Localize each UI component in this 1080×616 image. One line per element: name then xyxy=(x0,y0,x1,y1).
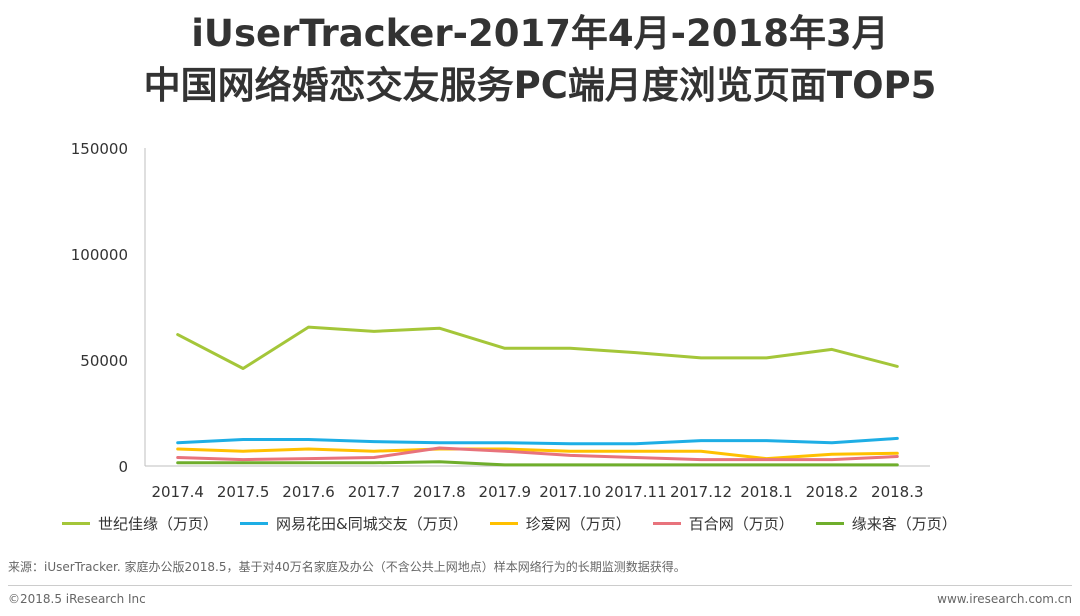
chart-legend: 世纪佳缘（万页） 网易花田&同城交友（万页） 珍爱网（万页） 百合网（万页） 缘来客（万… xyxy=(62,512,1062,534)
x-tick-label: 2017.11 xyxy=(605,483,667,501)
series-line-5 xyxy=(176,460,899,467)
legend-swatch xyxy=(62,521,90,525)
x-tick-label: 2018.1 xyxy=(740,483,793,501)
x-tick-label: 2018.2 xyxy=(806,483,859,501)
chart-title-line1: iUserTracker-2017年4月-2018年3月 xyxy=(191,12,889,55)
x-tick-label: 2017.4 xyxy=(151,483,204,501)
line-chart: 0 50000 100000 150000 2017.4 2017.5 2017.6 2017… xyxy=(71,140,930,501)
y-tick-label: 50000 xyxy=(80,352,128,370)
copyright-text: ©2018.5 iResearch Inc xyxy=(8,592,146,606)
legend-swatch xyxy=(815,521,844,525)
legend-label: 珍爱网（万页） xyxy=(525,514,631,533)
y-tick-label: 0 xyxy=(118,458,128,476)
legend-label: 网易花田&同城交友（万页） xyxy=(276,514,468,533)
legend-item-2: 网易花田&同城交友（万页） xyxy=(240,513,468,534)
legend-label: 百合网（万页） xyxy=(688,514,794,533)
x-tick-label: 2017.10 xyxy=(539,483,601,501)
series-line-1 xyxy=(176,325,899,370)
x-tick-label: 2017.8 xyxy=(413,483,466,501)
legend-label: 缘来客（万页） xyxy=(851,514,957,533)
legend-item-4: 百合网（万页） xyxy=(652,513,794,534)
source-note: 来源：iUserTracker. 家庭办公版2018.5，基于对40万名家庭及办… xyxy=(8,560,686,574)
legend-item-5: 缘来客（万页） xyxy=(815,513,957,534)
legend-swatch xyxy=(652,521,681,525)
x-tick-label: 2017.6 xyxy=(282,483,335,501)
series-line-4 xyxy=(176,446,899,462)
y-tick-label: 100000 xyxy=(71,246,128,264)
x-tick-label: 2017.9 xyxy=(479,483,532,501)
x-tick-label: 2017.12 xyxy=(670,483,732,501)
legend-item-1: 世纪佳缘（万页） xyxy=(62,513,218,534)
y-tick-label: 150000 xyxy=(71,140,128,158)
x-tick-label: 2017.7 xyxy=(348,483,401,501)
legend-swatch xyxy=(240,521,269,525)
chart-title-line2: 中国网络婚恋交友服务PC端月度浏览页面TOP5 xyxy=(143,64,937,107)
series-line-2 xyxy=(176,436,899,446)
legend-label: 世纪佳缘（万页） xyxy=(98,514,219,533)
series-line-3 xyxy=(176,447,899,461)
legend-swatch xyxy=(489,521,518,525)
footer-divider xyxy=(8,585,1072,586)
website-text: www.iresearch.com.cn xyxy=(937,592,1072,606)
legend-item-3: 珍爱网（万页） xyxy=(489,513,631,534)
x-tick-label: 2018.3 xyxy=(871,483,924,501)
x-tick-label: 2017.5 xyxy=(217,483,270,501)
